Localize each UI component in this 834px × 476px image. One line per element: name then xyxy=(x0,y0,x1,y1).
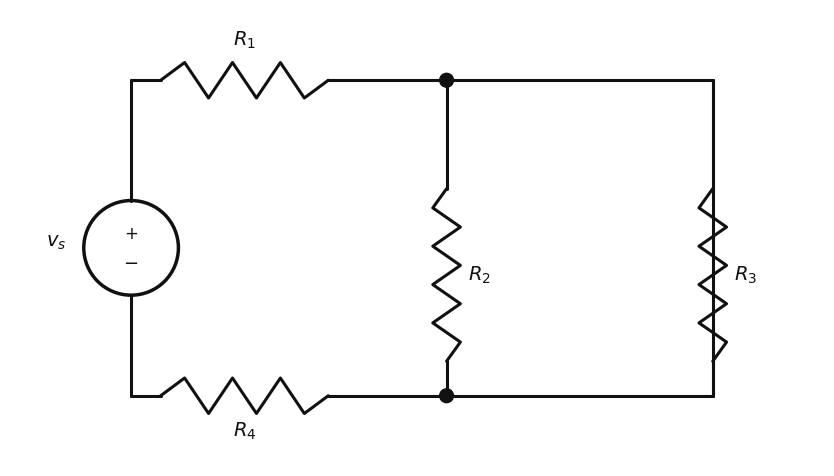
Text: +: + xyxy=(124,225,138,243)
Text: $R_4$: $R_4$ xyxy=(233,420,256,442)
Text: $R_1$: $R_1$ xyxy=(233,30,256,50)
Text: $R_2$: $R_2$ xyxy=(468,264,491,286)
Text: −: − xyxy=(123,255,138,273)
Circle shape xyxy=(440,389,454,403)
Circle shape xyxy=(440,73,454,87)
Text: $R_3$: $R_3$ xyxy=(735,264,757,286)
Text: $v_s$: $v_s$ xyxy=(46,233,66,252)
